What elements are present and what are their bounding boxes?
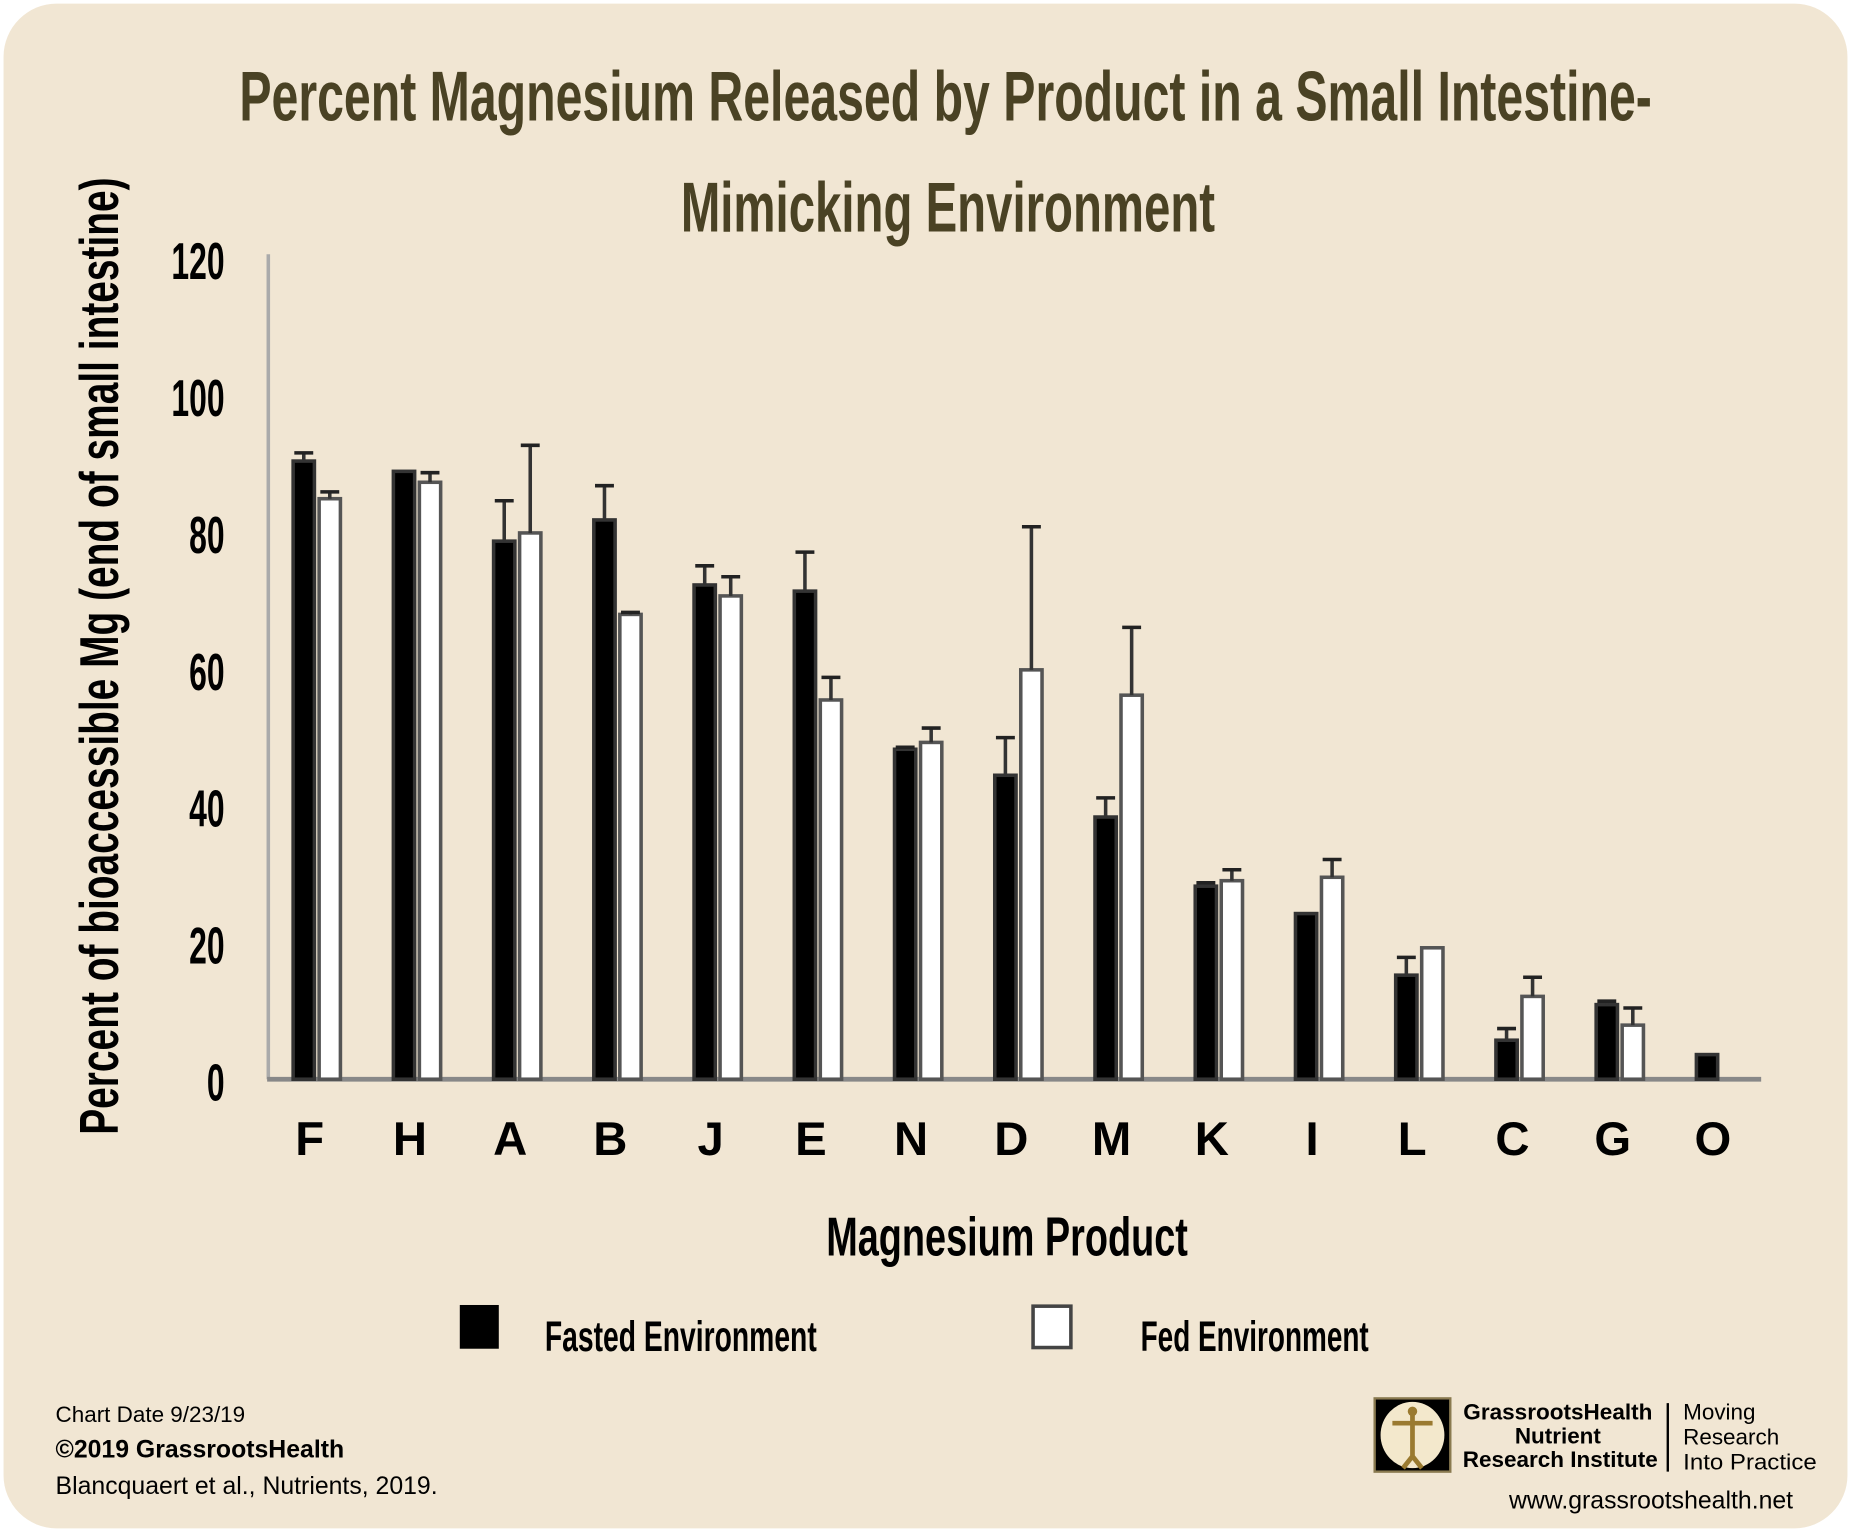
error-bar: [1396, 955, 1416, 976]
error-bar: [721, 574, 741, 596]
error-bar: [1196, 880, 1216, 887]
error-bar: [1122, 625, 1142, 696]
bar-fed: [818, 698, 844, 1082]
bar-fasted: [391, 469, 417, 1082]
bar-fasted: [1393, 973, 1419, 1082]
error-bar: [320, 490, 340, 499]
bar-fasted: [1594, 1002, 1620, 1082]
bar-fed: [1119, 693, 1145, 1082]
legend-swatch-fed: [1031, 1304, 1073, 1350]
bar-fed: [517, 531, 543, 1082]
error-bar: [494, 498, 514, 542]
legend-label-fasted: Fasted Environment: [545, 1313, 817, 1361]
x-tick-label: G: [1594, 1113, 1631, 1166]
error-bar: [294, 451, 314, 462]
bar-fasted: [1193, 884, 1219, 1082]
bar-fed: [1620, 1023, 1646, 1082]
chart-date: Chart Date 9/23/19: [56, 1402, 246, 1427]
bar-fasted: [992, 773, 1018, 1082]
chart-title-line2: Mimicking Environment: [681, 169, 1215, 248]
y-axis-label: Percent of bioaccessible Mg (end of smal…: [69, 177, 130, 1134]
error-bar: [1623, 1006, 1643, 1026]
svg-text:Into Practice: Into Practice: [1683, 1449, 1817, 1474]
error-bar: [921, 726, 941, 743]
x-tick-label: M: [1092, 1113, 1131, 1166]
x-tick-label: K: [1195, 1113, 1229, 1166]
bar-fed: [1520, 994, 1545, 1082]
bar-fasted: [1293, 911, 1319, 1082]
legend: Fasted Environment Fed Environment: [459, 1304, 1369, 1361]
bar-fed: [718, 594, 744, 1082]
bar-fasted: [1494, 1038, 1519, 1082]
error-bar: [621, 610, 640, 615]
y-tick-label: 100: [171, 370, 224, 428]
error-bar: [1021, 525, 1041, 670]
error-bar: [795, 550, 815, 592]
bar-fasted: [491, 539, 517, 1082]
error-bar: [520, 443, 540, 533]
x-tick-label: O: [1695, 1113, 1732, 1166]
error-bar: [595, 483, 614, 520]
x-tick-label: N: [894, 1113, 928, 1166]
y-tick-label: 60: [189, 644, 224, 702]
bar-fasted: [592, 518, 617, 1082]
bar-fed: [417, 480, 443, 1082]
legend-label-fed: Fed Environment: [1141, 1313, 1369, 1361]
x-tick-label: I: [1305, 1113, 1318, 1166]
x-tick-label: J: [697, 1113, 723, 1166]
svg-text:GrassrootsHealth: GrassrootsHealth: [1463, 1400, 1652, 1425]
x-tick-label: E: [795, 1113, 827, 1166]
y-tick-label: 20: [189, 918, 224, 976]
error-bar: [1523, 975, 1543, 997]
error-bar: [1597, 999, 1617, 1005]
bar-fed: [1419, 946, 1445, 1082]
bar-fasted: [692, 583, 718, 1082]
svg-text:Nutrient: Nutrient: [1515, 1423, 1602, 1448]
x-axis-label: Magnesium Product: [826, 1206, 1188, 1267]
error-bar: [821, 675, 841, 700]
bar-fasted: [291, 459, 317, 1082]
bar-fed: [1219, 878, 1245, 1082]
x-tick-label: D: [994, 1113, 1028, 1166]
error-bar: [995, 735, 1015, 776]
bar-fasted: [1093, 815, 1119, 1082]
bar-fed: [918, 740, 944, 1082]
error-bar: [1222, 867, 1242, 881]
x-tick-label: F: [295, 1113, 324, 1166]
website: www.grassrootshealth.net: [1508, 1487, 1793, 1514]
error-bar: [895, 745, 915, 750]
bar-fasted: [792, 589, 818, 1082]
bar-fed: [317, 496, 343, 1082]
svg-text:Moving: Moving: [1683, 1400, 1755, 1425]
chart-title-line1: Percent Magnesium Released by Product in…: [239, 58, 1651, 137]
error-bar: [695, 564, 715, 585]
svg-text:Research Institute: Research Institute: [1463, 1447, 1658, 1472]
bar-fed: [1319, 875, 1345, 1082]
y-tick-label: 80: [189, 507, 224, 565]
x-tick-label: B: [593, 1113, 627, 1166]
grassrootshealth-logo: GrassrootsHealth Nutrient Research Insti…: [1373, 1397, 1817, 1474]
x-tick-label: A: [493, 1113, 527, 1166]
x-tick-label: L: [1398, 1113, 1427, 1166]
error-bar: [1497, 1026, 1517, 1041]
error-bar: [1322, 857, 1342, 878]
y-tick-label: 120: [171, 233, 224, 291]
error-bar: [420, 470, 440, 483]
citation: Blancquaert et al., Nutrients, 2019.: [56, 1473, 438, 1500]
copyright: ©2019 GrassrootsHealth: [56, 1436, 345, 1463]
bar-fasted: [1694, 1052, 1720, 1082]
error-bar: [1096, 796, 1116, 818]
legend-swatch-fasted: [459, 1304, 499, 1349]
svg-text:Research: Research: [1683, 1424, 1779, 1449]
bar-fed: [618, 612, 643, 1082]
y-tick-label: 0: [207, 1055, 225, 1113]
x-tick-label: H: [393, 1113, 427, 1166]
bar-fed: [1018, 668, 1044, 1082]
y-tick-label: 40: [189, 781, 224, 839]
bar-fasted: [892, 747, 918, 1082]
x-tick-label: C: [1495, 1113, 1529, 1166]
